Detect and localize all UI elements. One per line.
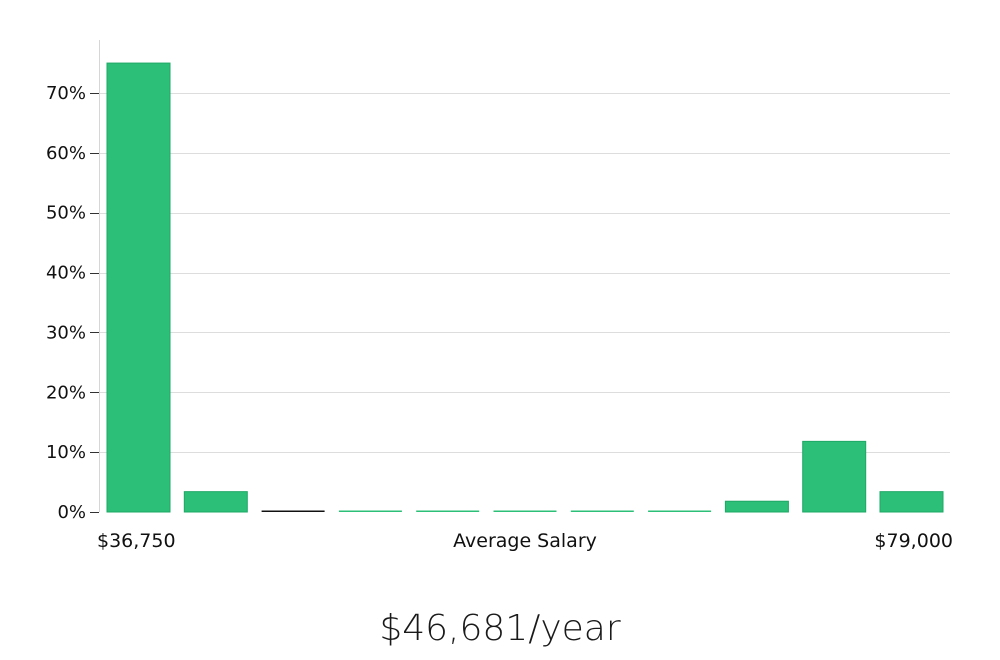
salary-histogram: 0% 10% 20% 30% 40% 50% 60% 70% $36,750 Average … (46, 40, 953, 552)
histogram-bar (879, 491, 944, 513)
histogram-bar (570, 510, 634, 512)
y-tick-label: 60% (46, 143, 86, 164)
bars (106, 62, 944, 513)
histogram-bar (802, 440, 867, 513)
x-min-label: $36,750 (97, 530, 176, 552)
y-axis-ticks: 0% 10% 20% 30% 40% 50% 60% 70% (46, 83, 99, 523)
y-tick-label: 50% (46, 203, 86, 224)
histogram-bar (493, 510, 557, 512)
histogram-bar (183, 491, 248, 513)
y-tick-label: 70% (46, 83, 86, 104)
y-tick-label: 20% (46, 382, 86, 403)
y-tick-label: 10% (46, 442, 86, 463)
y-tick-label: 40% (46, 263, 86, 284)
histogram-bar (338, 510, 402, 512)
histogram-bar (261, 510, 325, 512)
histogram-bar (106, 62, 171, 513)
histogram-bar (648, 510, 712, 512)
gridlines (100, 93, 950, 453)
y-tick-label: 0% (57, 502, 86, 523)
average-salary-summary: $46,681/year (379, 608, 621, 649)
y-tick-label: 30% (46, 322, 86, 343)
histogram-bar (724, 500, 789, 513)
x-max-label: $79,000 (874, 530, 953, 552)
x-axis-title: Average Salary (453, 530, 597, 552)
histogram-bar (416, 510, 480, 512)
